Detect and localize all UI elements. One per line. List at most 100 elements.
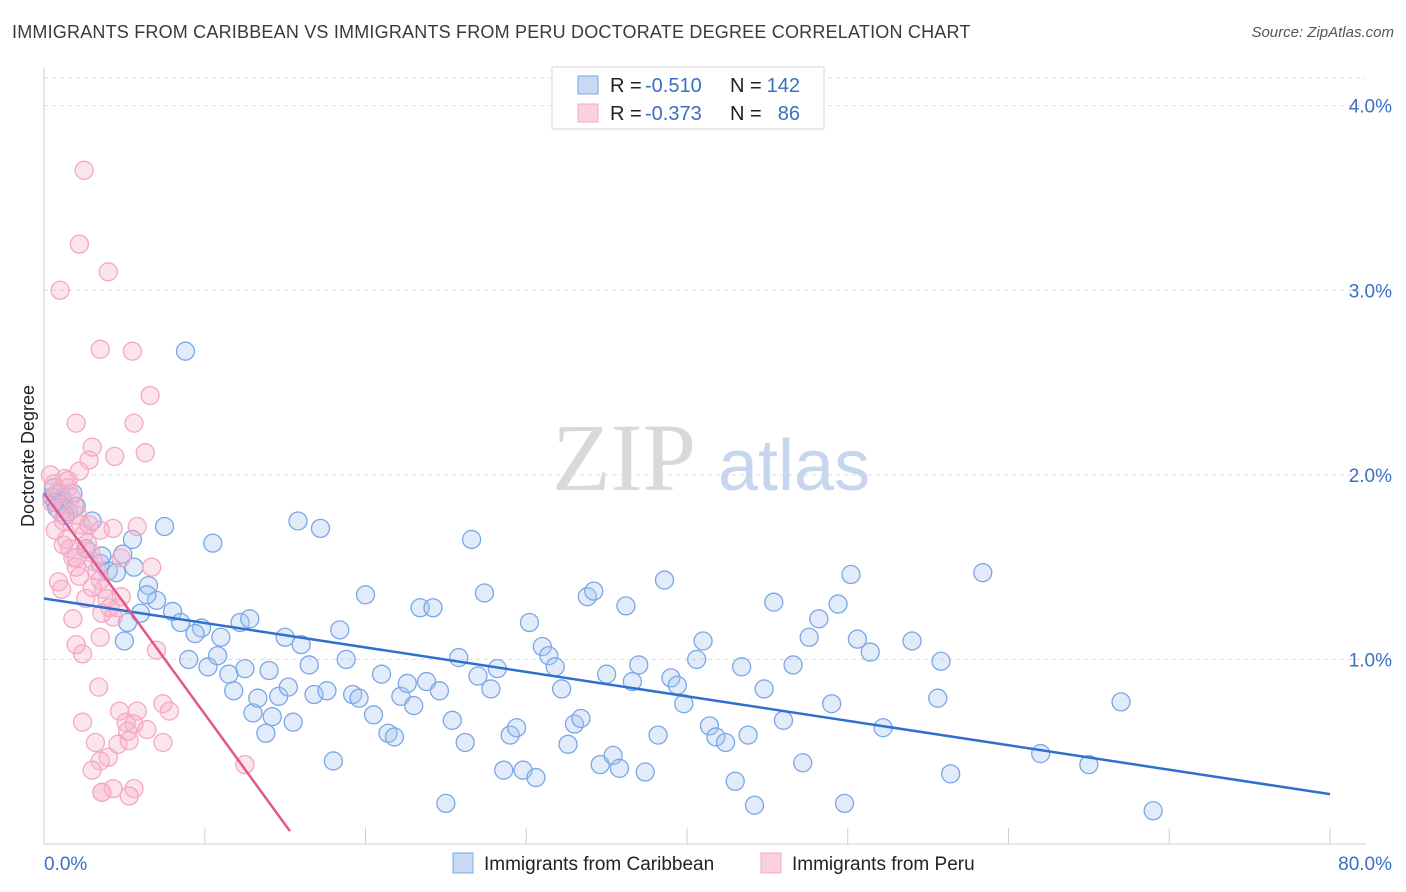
point-caribbean-28 (219, 664, 239, 684)
watermark-atlas: atlas (718, 426, 870, 506)
point-caribbean-115 (822, 694, 842, 714)
point-caribbean-43 (310, 518, 331, 539)
point-caribbean-47 (336, 649, 356, 670)
y-tick-label-2: 3.0% (1349, 281, 1392, 302)
point-peru-80 (103, 778, 123, 799)
point-caribbean-96 (661, 668, 681, 688)
point-caribbean-97 (667, 675, 688, 695)
point-peru-47 (127, 516, 147, 537)
point-caribbean-78 (539, 646, 559, 666)
legend-swatch-peru (577, 103, 599, 123)
point-caribbean-35 (262, 706, 282, 727)
point-peru-84 (119, 786, 139, 806)
legend-n-caribbean: 142 (767, 75, 800, 97)
point-caribbean-34 (256, 723, 276, 743)
point-caribbean-33 (248, 688, 268, 708)
point-caribbean-94 (648, 725, 668, 745)
point-caribbean-120 (860, 642, 880, 662)
point-caribbean-104 (725, 771, 745, 791)
point-caribbean-102 (706, 727, 726, 747)
point-caribbean-89 (609, 758, 630, 778)
point-caribbean-23 (179, 649, 199, 670)
point-caribbean-39 (288, 511, 308, 531)
point-peru-63 (89, 677, 109, 697)
y-tick-label-0: 1.0% (1349, 650, 1392, 671)
point-caribbean-26 (203, 533, 223, 553)
point-peru-33 (98, 262, 118, 282)
point-caribbean-93 (635, 762, 655, 782)
point-peru-61 (72, 644, 93, 664)
point-caribbean-62 (436, 793, 456, 814)
point-caribbean-81 (558, 734, 578, 754)
bottom-legend: Immigrants from Caribbean Immigrants fro… (452, 852, 975, 875)
point-caribbean-79 (545, 657, 565, 677)
point-caribbean-44 (317, 681, 337, 701)
point-caribbean-67 (468, 666, 488, 686)
point-caribbean-56 (397, 673, 417, 694)
point-peru-34 (90, 339, 110, 359)
point-caribbean-65 (455, 732, 475, 753)
source-label: Source: ZipAtlas.com (1251, 24, 1394, 41)
legend-r-caribbean: -0.510 (645, 75, 702, 97)
point-caribbean-118 (841, 564, 861, 585)
point-caribbean-73 (506, 718, 527, 738)
point-peru-11 (69, 566, 90, 587)
grid-lines (44, 77, 1366, 660)
point-caribbean-32 (243, 703, 263, 723)
y-axis-tick-labels: 1.0% 2.0% 3.0% 4.0% (1349, 97, 1392, 672)
point-caribbean-130 (1143, 801, 1163, 821)
point-caribbean-95 (654, 570, 675, 590)
point-peru-79 (82, 760, 102, 780)
point-caribbean-60 (423, 598, 443, 618)
y-axis-label: Doctorate Degree (18, 385, 38, 527)
legend-n-label-caribbean: N = (730, 75, 762, 97)
point-caribbean-85 (584, 581, 604, 601)
point-caribbean-14 (114, 631, 135, 651)
point-caribbean-54 (384, 727, 405, 747)
point-caribbean-21 (162, 601, 183, 622)
point-peru-35 (122, 341, 143, 361)
point-caribbean-68 (474, 583, 495, 603)
point-caribbean-129 (1111, 692, 1131, 712)
point-caribbean-109 (764, 592, 784, 612)
point-caribbean-122 (902, 631, 922, 651)
point-peru-32 (69, 234, 90, 254)
point-caribbean-40 (291, 635, 311, 655)
chart-title: IMMIGRANTS FROM CARIBBEAN VS IMMIGRANTS … (12, 22, 971, 42)
point-caribbean-31 (235, 659, 255, 679)
point-peru-51 (66, 548, 86, 568)
point-caribbean-110 (773, 710, 794, 730)
point-caribbean-103 (715, 732, 736, 753)
point-caribbean-111 (783, 655, 803, 675)
point-peru-73 (85, 732, 106, 753)
point-peru-37 (66, 413, 86, 433)
point-caribbean-141 (278, 677, 298, 697)
point-peru-31 (74, 160, 94, 180)
y-tick-label-1: 2.0% (1349, 466, 1392, 487)
point-caribbean-127 (1031, 743, 1051, 764)
point-caribbean-29 (224, 681, 244, 701)
point-caribbean-133 (137, 585, 157, 605)
point-peru-53 (82, 577, 102, 598)
bottom-legend-swatch-peru (760, 852, 782, 874)
point-peru-52 (53, 535, 73, 555)
point-caribbean-52 (371, 664, 392, 684)
point-caribbean-100 (693, 631, 713, 651)
point-caribbean-69 (481, 679, 501, 699)
point-caribbean-112 (793, 753, 813, 773)
point-peru-85 (235, 754, 255, 775)
point-caribbean-71 (494, 760, 514, 780)
point-peru-44 (58, 470, 78, 491)
point-peru-57 (63, 609, 83, 629)
point-caribbean-75 (519, 612, 540, 633)
point-peru-41 (135, 443, 155, 463)
point-caribbean-57 (404, 695, 424, 716)
point-caribbean-126 (973, 563, 993, 583)
point-caribbean-45 (323, 751, 344, 771)
point-peru-76 (153, 732, 173, 753)
point-caribbean-113 (799, 627, 819, 647)
point-peru-42 (79, 450, 99, 470)
point-caribbean-64 (449, 647, 469, 668)
point-caribbean-140 (259, 660, 279, 681)
